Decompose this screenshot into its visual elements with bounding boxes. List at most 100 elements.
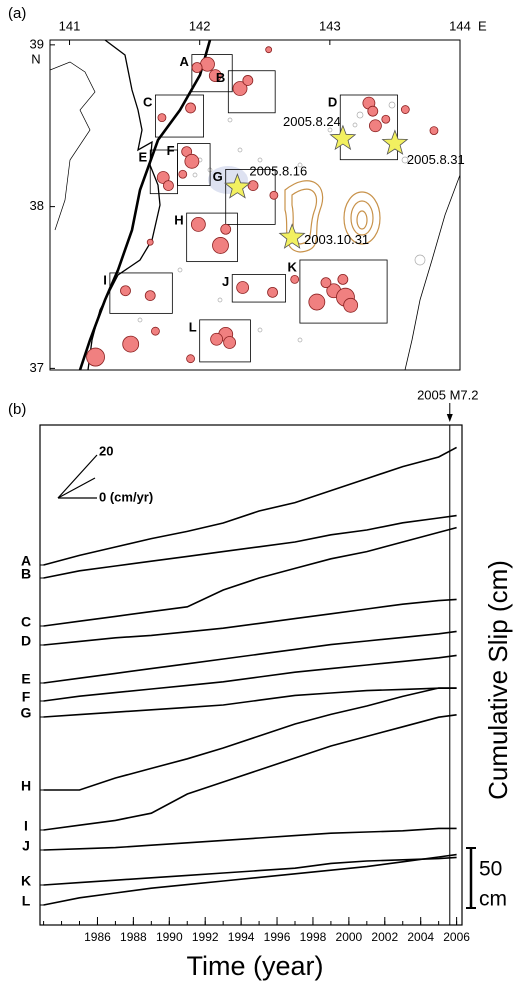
panel-label: (b): [8, 401, 26, 418]
map-frame: [49, 39, 461, 371]
trench: [404, 174, 460, 370]
x-tick-label: 2002: [371, 930, 398, 944]
region-label: K: [288, 259, 298, 274]
star-label: 2003.10.31: [304, 232, 369, 247]
repeater-event: [429, 126, 439, 135]
repeater-event: [367, 105, 379, 117]
event-arrowhead: [446, 414, 453, 422]
slip-curve: [43, 598, 457, 646]
x-tick-label: 1994: [228, 930, 255, 944]
y-tick-label: 39: [30, 36, 44, 51]
region-label: F: [167, 143, 175, 158]
series-label: E: [21, 671, 30, 687]
repeater-event: [186, 354, 195, 364]
x-axis-label: Time (year): [186, 951, 323, 981]
region-box: [155, 94, 204, 138]
x-tick-label: 142: [189, 18, 211, 33]
repeater-event: [236, 281, 250, 294]
event-label: 2005 M7.2: [417, 387, 478, 402]
repeater-event: [247, 180, 259, 191]
repeater-event: [368, 119, 382, 133]
repeater-event: [185, 102, 196, 114]
repeater-event: [220, 223, 232, 235]
map-data: [86, 46, 439, 367]
repeater-event: [242, 75, 254, 86]
x-tick-label: 1996: [264, 930, 291, 944]
mainshock-star: [329, 124, 357, 151]
region-box: [227, 70, 276, 114]
repeater-event: [144, 290, 156, 301]
map-base: [50, 40, 460, 370]
region-label: B: [216, 70, 225, 85]
x-tick-label: 141: [59, 18, 81, 33]
trench: [459, 69, 460, 70]
series-label: A: [21, 553, 31, 569]
scale-bar-value: 50: [479, 858, 502, 881]
repeater-event: [86, 347, 105, 367]
series-label: L: [22, 893, 31, 909]
x-tick-label: 143: [319, 18, 341, 33]
x-unit: E: [478, 18, 487, 33]
rate-line: [57, 477, 96, 499]
repeater-event: [290, 275, 300, 284]
coastline: [87, 40, 161, 370]
x-tick-label: 2006: [443, 930, 470, 944]
series-label: C: [21, 614, 31, 630]
repeater-event: [178, 169, 188, 179]
repeater-event: [122, 335, 140, 353]
slip-curve: [43, 714, 457, 831]
region-label: L: [189, 319, 197, 334]
region-box: [191, 54, 233, 93]
y-tick-label: 37: [30, 360, 44, 375]
plot-frame: [39, 424, 463, 926]
star-label: 2005.8.31: [407, 152, 465, 167]
series-label: H: [21, 778, 31, 794]
y-unit: N: [31, 51, 40, 66]
y-axis-label: Cumulative Slip (cm): [483, 560, 513, 800]
repeater-event: [156, 171, 170, 184]
x-tick-label: 1986: [84, 930, 111, 944]
region-box: [177, 143, 211, 186]
x-tick-label: 2004: [407, 930, 434, 944]
repeater-event: [210, 332, 224, 346]
repeater-event: [163, 180, 174, 191]
repeater-event: [308, 293, 326, 311]
repeater-event: [212, 237, 229, 254]
repeater-event: [157, 113, 167, 123]
region-box: [299, 259, 388, 324]
slip-curve: [43, 630, 457, 684]
x-tick-label: 1990: [156, 930, 183, 944]
star-label: 2005.8.16: [249, 164, 307, 179]
mainshock-star: [381, 129, 409, 155]
repeater-event: [151, 326, 160, 336]
repeater-event: [120, 285, 131, 297]
x-tick-label: 2000: [336, 930, 363, 944]
x-tick-label: 144: [449, 18, 471, 33]
slip-curve: [43, 446, 457, 566]
slip-curve: [43, 687, 457, 718]
region-box: [109, 272, 173, 314]
series-label: F: [22, 689, 31, 705]
rate-legend: 20 0 (cm/yr): [57, 443, 153, 504]
repeater-event: [191, 62, 203, 73]
repeater-event: [343, 297, 359, 313]
star-label: 2005.8.24: [283, 114, 341, 129]
rate-max: 20: [99, 443, 113, 458]
slip-curve: [43, 514, 457, 579]
x-tick-label: 1988: [120, 930, 147, 944]
panel-label: (a): [8, 5, 26, 22]
rate-line: [57, 454, 98, 499]
series-label: G: [21, 705, 32, 721]
region-box: [339, 94, 398, 161]
repeater-event: [265, 46, 273, 54]
repeater-event: [381, 114, 391, 124]
x-tick-label: 1992: [192, 930, 219, 944]
region-label: C: [143, 94, 153, 109]
region-label: A: [179, 54, 189, 69]
repeater-event: [232, 81, 248, 96]
region-label: J: [222, 274, 229, 289]
repeater-event: [146, 238, 154, 246]
mainshock-star: [224, 173, 251, 199]
region-label: I: [103, 272, 107, 287]
series-label: D: [21, 633, 31, 649]
